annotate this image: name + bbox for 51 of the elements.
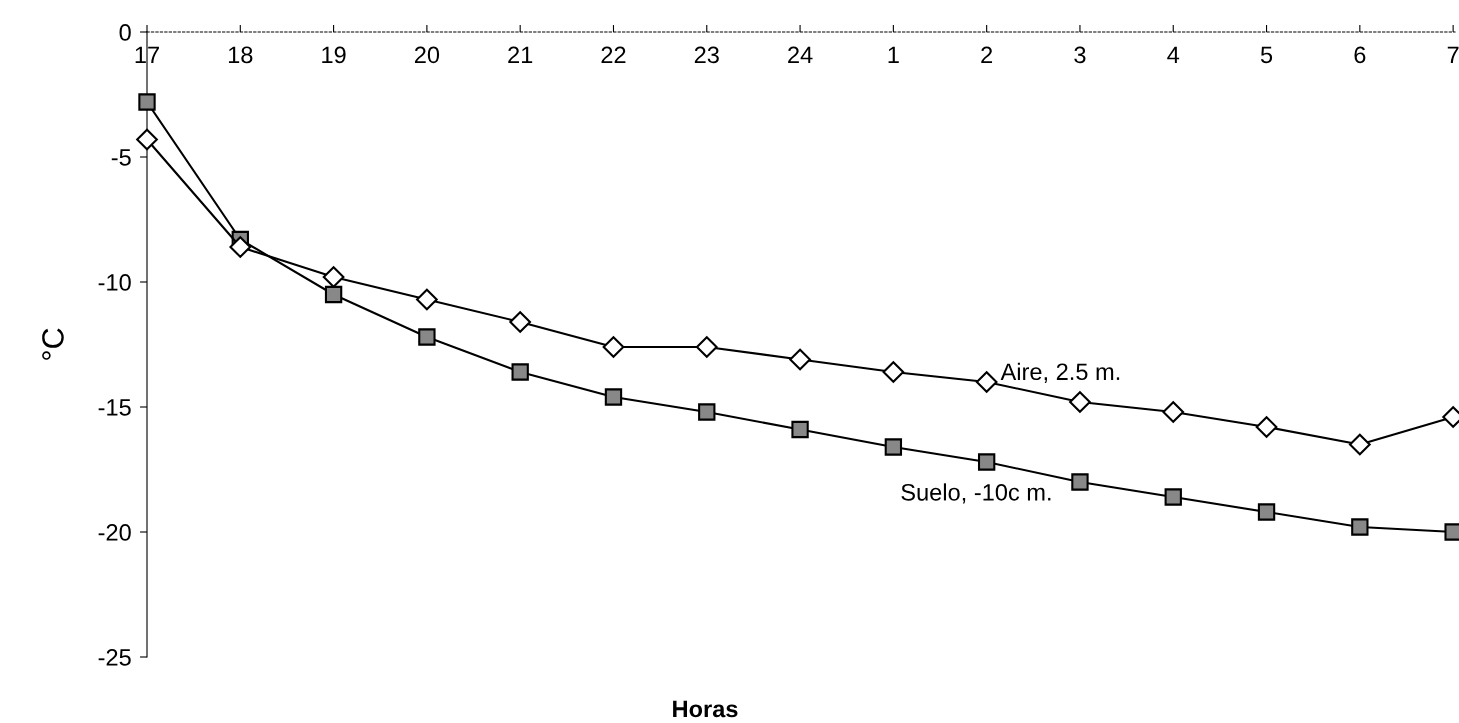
y-tick-label: -15 xyxy=(98,399,131,416)
point xyxy=(695,336,718,358)
series-label: Aire, 2.5 m. xyxy=(1000,362,1120,383)
point xyxy=(1071,473,1089,491)
x-tick-label: 19 xyxy=(322,46,346,64)
point xyxy=(698,403,716,421)
y-tick-label: -25 xyxy=(98,649,131,666)
point xyxy=(418,328,436,346)
y-tick-label: -5 xyxy=(111,149,131,166)
x-tick-label: 24 xyxy=(788,46,813,63)
x-tick-label: 4 xyxy=(1167,46,1180,63)
point xyxy=(136,128,158,151)
point xyxy=(789,348,811,371)
x-tick-label: 23 xyxy=(694,46,719,64)
point xyxy=(975,371,998,393)
series-label: Suelo, -10c m. xyxy=(901,483,1051,504)
point xyxy=(509,311,532,333)
point xyxy=(229,236,252,258)
point xyxy=(1255,416,1278,438)
y-tick-label: 0 xyxy=(119,24,131,41)
point xyxy=(602,336,625,358)
point xyxy=(322,266,345,288)
x-tick-label: 6 xyxy=(1354,46,1366,64)
x-tick-label: 7 xyxy=(1447,46,1459,63)
point xyxy=(1351,518,1369,536)
point xyxy=(791,420,809,439)
point xyxy=(416,288,438,311)
x-axis-title: Horas xyxy=(673,700,738,718)
y-tick-label: -20 xyxy=(98,524,131,541)
point xyxy=(1164,488,1182,506)
x-tick-label: 2 xyxy=(981,46,993,63)
point xyxy=(511,363,529,381)
point xyxy=(884,438,903,456)
x-tick-label: 21 xyxy=(508,46,533,63)
x-tick-label: 1 xyxy=(888,46,899,63)
y-tick-label: -10 xyxy=(98,274,131,291)
point xyxy=(882,361,905,383)
x-tick-label: 3 xyxy=(1074,46,1086,64)
point xyxy=(1069,391,1091,413)
point xyxy=(138,93,156,111)
point xyxy=(1162,401,1185,423)
point xyxy=(1348,433,1371,456)
y-axis-title: °C xyxy=(42,328,64,360)
point xyxy=(604,388,623,406)
x-tick-label: 18 xyxy=(228,46,253,64)
x-tick-label: 20 xyxy=(414,46,440,64)
point xyxy=(1257,503,1276,521)
point xyxy=(977,453,996,471)
x-tick-label: 5 xyxy=(1260,46,1273,64)
x-tick-label: 22 xyxy=(601,46,626,63)
point xyxy=(324,285,343,304)
